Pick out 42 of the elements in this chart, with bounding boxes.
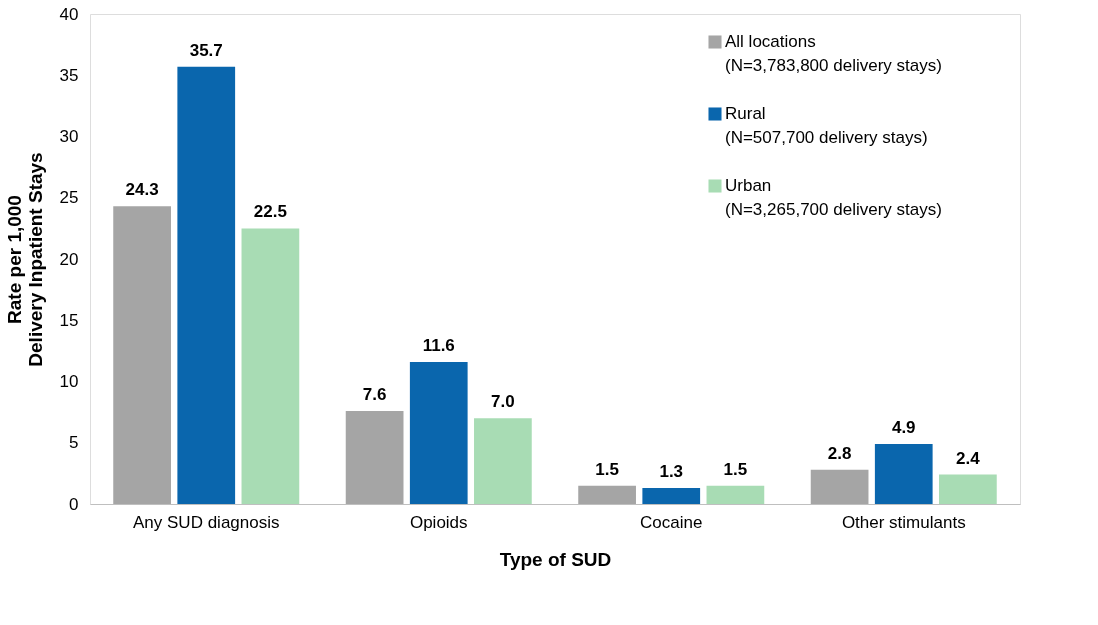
y-tick-label: 15 <box>59 310 79 330</box>
legend-label: Urban (N=3,265,700 delivery stays) <box>725 176 942 219</box>
y-tick-label: 10 <box>59 372 79 391</box>
bar <box>409 361 468 504</box>
bar <box>177 66 236 504</box>
bar <box>241 228 300 504</box>
legend-label: All locations (N=3,783,800 delivery stays) <box>725 32 942 75</box>
text: 11.6 <box>422 335 455 355</box>
y-tick-label: 5 <box>69 433 79 453</box>
y-axis-title: Rate per 1,000 Delivery Inpatient Stays <box>3 152 46 367</box>
bar <box>706 485 765 504</box>
text: 4.9 <box>891 417 916 437</box>
text: 1.3 <box>659 462 684 482</box>
bar <box>939 474 997 504</box>
bar <box>810 469 869 504</box>
x-tick-label: Cocaine <box>640 512 703 532</box>
bar <box>874 443 933 504</box>
text: 7.0 <box>491 392 515 412</box>
text: 35.7 <box>189 40 223 60</box>
legend-label: Rural (N=507,700 delivery stays) <box>725 104 928 147</box>
x-axis-title: Type of SUD <box>499 548 612 570</box>
text: 2.8 <box>827 443 852 463</box>
bar <box>113 206 171 504</box>
y-tick-label: 25 <box>59 188 79 208</box>
text: 2.4 <box>956 448 980 468</box>
y-tick-label: 35 <box>59 65 79 85</box>
y-tick-label: 40 <box>59 4 79 24</box>
y-tick-label: 20 <box>59 249 79 269</box>
text: 24.3 <box>125 180 159 200</box>
bar <box>474 418 532 504</box>
text: 1.5 <box>595 459 619 479</box>
y-tick-label: 0 <box>69 494 79 514</box>
bar <box>345 410 404 504</box>
text: 22.5 <box>253 202 287 222</box>
bar <box>642 488 701 504</box>
x-tick-label: Any SUD diagnosis <box>133 512 280 532</box>
x-tick-label: Other stimulants <box>841 512 966 532</box>
bar <box>578 485 636 504</box>
y-tick-label: 30 <box>59 127 79 146</box>
text: 1.5 <box>723 459 748 479</box>
text: 7.6 <box>362 384 387 404</box>
x-tick-label: Opioids <box>409 512 468 532</box>
